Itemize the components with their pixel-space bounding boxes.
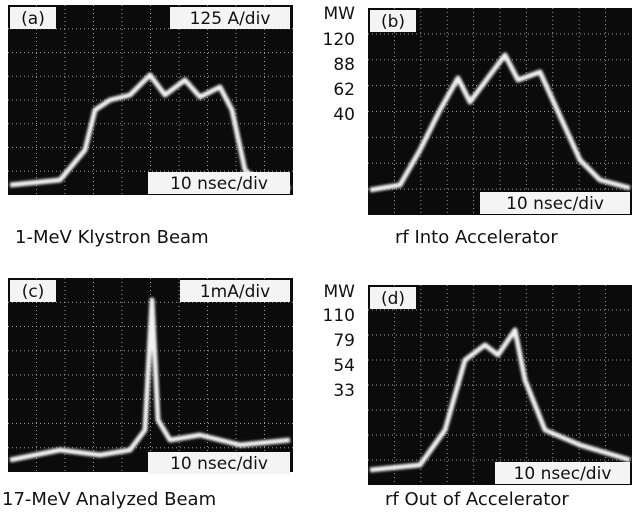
tick-label: 54	[333, 356, 355, 376]
tick-label: 120	[323, 30, 355, 50]
caption: rf Out of Accelerator	[385, 489, 569, 510]
time-label: 10 nsec/div	[514, 464, 612, 484]
panel-label: (d)	[381, 289, 405, 309]
time-label-box	[148, 172, 290, 194]
panel-label: (b)	[381, 12, 405, 32]
trace	[9, 297, 291, 463]
tick-label: 79	[333, 331, 355, 351]
panel-label-box	[10, 7, 56, 29]
tick-label: 110	[323, 306, 355, 326]
trace	[369, 52, 631, 193]
scale-label-box	[180, 280, 290, 302]
time-label-box	[480, 192, 630, 214]
panel-label: (a)	[21, 9, 45, 29]
caption: 1-MeV Klystron Beam	[15, 227, 209, 248]
caption: rf Into Accelerator	[395, 227, 558, 248]
panel-label-box	[370, 10, 416, 32]
time-label: 10 nsec/div	[506, 194, 604, 214]
tick-label: 62	[333, 80, 355, 100]
tick-label: 33	[333, 381, 355, 401]
scale-label: 125 A/div	[190, 9, 271, 29]
caption: 17-MeV Analyzed Beam	[2, 489, 216, 510]
trace	[369, 327, 631, 473]
scale-label-box	[170, 7, 290, 29]
time-label: 10 nsec/div	[170, 454, 268, 474]
scale-label: 1mA/div	[200, 282, 270, 302]
panel-label: (c)	[22, 282, 45, 302]
tick-label: 40	[333, 105, 355, 125]
unit-label: MW	[324, 282, 356, 302]
panel-label-box	[370, 287, 416, 309]
unit-label: MW	[324, 4, 356, 24]
time-label: 10 nsec/div	[170, 174, 268, 194]
time-label-box	[148, 452, 290, 474]
tick-label: 88	[333, 55, 355, 75]
time-label-box	[495, 462, 630, 484]
trace	[9, 72, 291, 191]
panel-label-box	[10, 280, 56, 302]
